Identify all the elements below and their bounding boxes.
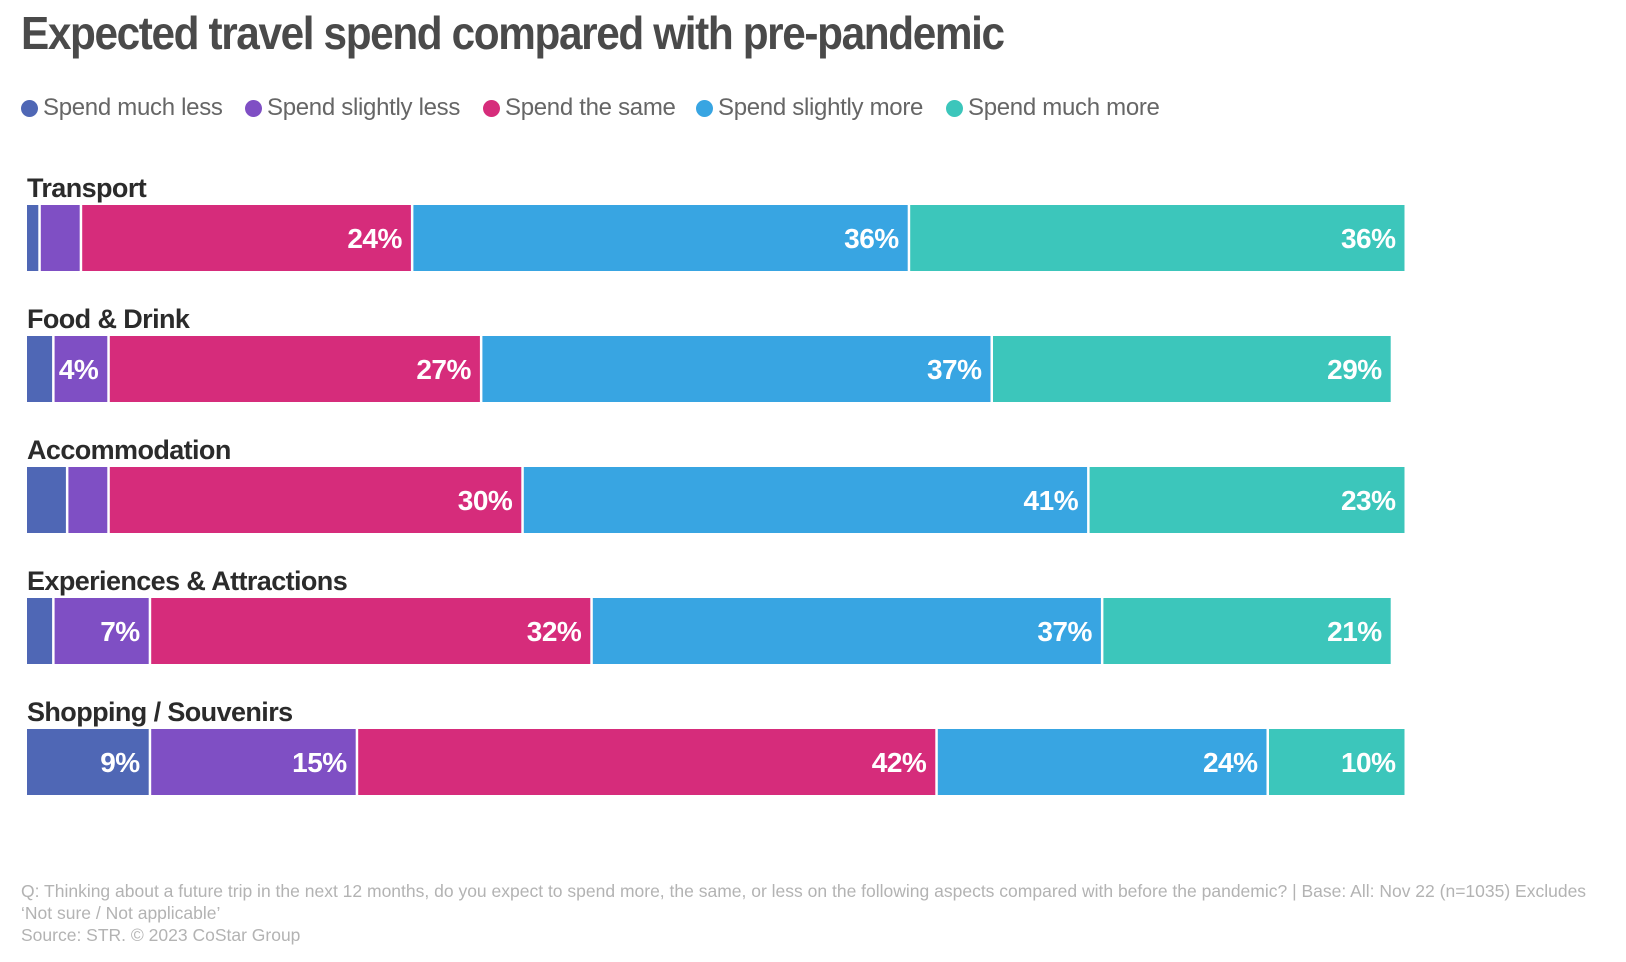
bar-segment: [1269, 729, 1405, 795]
bar-segment: [68, 467, 108, 533]
legend-swatch: [21, 99, 38, 117]
bar-value-label: 37%: [927, 354, 982, 385]
footnote-question: Q: Thinking about a future trip in the n…: [21, 881, 1587, 923]
legend-swatch: [245, 99, 262, 117]
legend-swatch: [483, 99, 500, 117]
legend-label: Spend the same: [505, 94, 676, 121]
chart-title: Expected travel spend compared with pre-…: [21, 7, 1005, 59]
bar-segment: [937, 729, 1267, 795]
category-label: Accommodation: [27, 435, 231, 465]
bar-segment: [1103, 598, 1391, 664]
legend-item: Spend much less: [21, 94, 223, 122]
footnote: Q: Thinking about a future trip in the n…: [21, 880, 1621, 946]
category-label: Experiences & Attractions: [27, 566, 347, 596]
bar-segment: [993, 336, 1391, 402]
bar-value-label: 36%: [1341, 223, 1396, 254]
bar-value-label: 24%: [347, 223, 402, 254]
bar-value-label: 24%: [1203, 747, 1258, 778]
bar-value-label: 42%: [872, 747, 927, 778]
bar-segment: [27, 467, 66, 533]
bar-segment: [523, 467, 1088, 533]
legend-swatch: [696, 99, 713, 117]
bar-value-label: 4%: [59, 354, 99, 385]
bar-segment: [482, 336, 991, 402]
bar-segment: [82, 205, 411, 271]
bar-value-label: 7%: [100, 616, 140, 647]
bar-segment: [54, 336, 108, 402]
legend-label: Spend much less: [43, 94, 223, 121]
category-label: Shopping / Souvenirs: [27, 697, 293, 727]
category-label: Food & Drink: [27, 304, 191, 334]
bar-segment: [151, 729, 356, 795]
legend-label: Spend slightly less: [267, 94, 461, 121]
bar-segment: [910, 205, 1405, 271]
legend: Spend much less Spend slightly less Spend …: [21, 94, 1601, 122]
bar-value-label: 23%: [1341, 485, 1396, 516]
bar-segment: [358, 729, 936, 795]
bar-value-label: 37%: [1037, 616, 1092, 647]
bar-value-label: 9%: [100, 747, 140, 778]
legend-label: Spend slightly more: [718, 94, 924, 121]
bar-segment: [413, 205, 908, 271]
bar-segment: [151, 598, 591, 664]
bar-segment: [109, 336, 480, 402]
bar-value-label: 27%: [416, 354, 471, 385]
bar-segment: [54, 598, 149, 664]
legend-item: Spend the same: [483, 94, 676, 122]
legend-item: Spend slightly less: [245, 94, 460, 122]
stacked-bar-chart: Transport 24% 36% 36% Food & Drink 4% 27% 37% 29…: [27, 173, 1405, 795]
category-label: Transport: [27, 173, 147, 203]
bar-segment: [109, 467, 522, 533]
legend-swatch: [946, 99, 963, 117]
bar-value-label: 30%: [458, 485, 513, 516]
bar-segment: [1089, 467, 1405, 533]
bar-value-label: 32%: [527, 616, 582, 647]
bar-value-label: 36%: [844, 223, 899, 254]
legend-label: Spend much more: [968, 94, 1160, 121]
bar-segment: [27, 336, 53, 402]
legend-item: Spend much more: [946, 94, 1160, 122]
bar-value-label: 21%: [1327, 616, 1382, 647]
legend-item: Spend slightly more: [696, 94, 923, 122]
bar-value-label: 15%: [292, 747, 347, 778]
footnote-source: Source: STR. © 2023 CoStar Group: [21, 925, 301, 945]
bar-segment: [40, 205, 80, 271]
bar-value-label: 29%: [1327, 354, 1382, 385]
bar-value-label: 41%: [1024, 485, 1079, 516]
bar-segment: [27, 205, 39, 271]
bar-value-label: 10%: [1341, 747, 1396, 778]
bar-segment: [27, 598, 53, 664]
bar-segment: [27, 729, 149, 795]
bar-segment: [592, 598, 1101, 664]
